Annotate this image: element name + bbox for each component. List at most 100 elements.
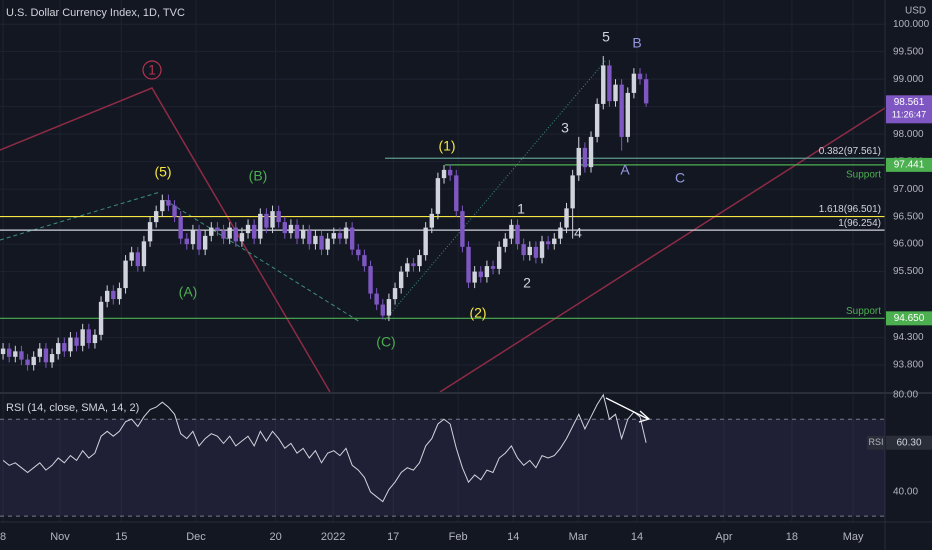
candle-body [209,227,214,236]
candle-body [607,65,612,102]
candle-body [368,266,373,294]
wave-label: 1 [148,62,156,78]
candle-body [74,337,79,346]
candle-body [166,200,171,206]
y-tick-label: 99.000 [893,74,924,85]
y-tick-label: 96.500 [893,211,924,222]
candle-body [601,65,606,104]
x-tick-label: 8 [0,531,6,543]
rsi-pane [0,393,885,517]
candle-body [37,348,43,357]
axes: 100.00099.50099.00098.50098.00097.50097.… [0,19,932,543]
candle-body [576,147,581,176]
chart-title: U.S. Dollar Currency Index, 1D, TVC [6,7,185,19]
divergence-arrow [605,397,649,420]
rsi-band-fill [0,419,885,517]
candle-body [386,299,392,316]
candle-body [447,169,453,176]
last-price-tag [886,95,932,124]
candle-body [539,241,545,258]
wave-label: 5 [602,29,610,45]
candle-body [478,271,483,278]
candle-body [307,230,312,245]
rsi-name-tag [867,435,885,450]
y-tick-label: 99.500 [893,46,924,57]
level-label: Support [846,306,881,317]
circle-marker [142,60,162,80]
wave-label: 3 [561,120,569,136]
candle-body [104,290,110,302]
rsi-tick-label: 80.00 [893,390,918,401]
wave-label: (A) [179,284,198,300]
candle-body [215,227,220,231]
x-tick-label: Mar [569,531,588,543]
currency-label: USD [905,6,926,17]
price-tag [886,311,932,326]
candle-body [86,329,92,344]
x-tick-label: May [843,531,864,543]
wave-label: 4 [574,225,582,241]
candle-body [460,211,465,247]
candle-body [423,227,428,256]
candle-body [454,175,459,212]
candle-body [552,238,557,245]
x-tick-label: 2022 [321,531,345,543]
candle-body [123,260,128,289]
candle-body [515,224,520,245]
rsi-tick-label: 40.00 [893,487,918,498]
x-tick-label: 20 [269,531,281,543]
candle-body [588,136,594,168]
candle-body [0,348,6,355]
candle-body [343,227,349,239]
candle-body [147,222,153,242]
price-tag [886,157,932,172]
price-tag-label: 94.650 [894,313,925,324]
x-tick-label: Feb [449,531,468,543]
candle-body [625,92,630,137]
x-tick-label: 15 [115,531,127,543]
channel-line [164,199,361,323]
candle-body [558,227,563,239]
candle-body [264,213,269,228]
candle-body [411,263,416,267]
candle-body [190,230,196,245]
x-tick-label: 14 [631,531,643,543]
candle-body [111,290,116,300]
candle-body [582,147,588,168]
candle-body [570,175,575,209]
y-tick-label: 93.800 [893,360,924,371]
candle-body [153,211,159,223]
candle-body [239,233,245,242]
candle-body [533,246,539,258]
candle-body [19,351,24,360]
candle-body [466,246,471,283]
rsi-line [2,393,647,503]
candle-body [503,238,508,247]
candle-body [68,337,73,352]
candle-body [527,246,532,256]
candle-body [98,301,104,335]
candle-body [472,271,477,283]
y-tick-label: 96.000 [893,239,924,250]
trend-line [0,87,331,393]
candle-body [435,178,441,214]
candle-body [227,227,232,239]
wave-label: (C) [376,334,395,350]
wave-label: A [620,162,630,178]
candle-body [613,84,618,102]
candle-body [417,255,422,267]
candle-body [80,329,85,346]
candle-body [484,266,490,278]
candle-body [545,241,551,245]
wave-label: 2 [523,275,531,291]
last-price-label: 98.561 [894,97,925,108]
candle-body [631,73,637,93]
x-tick-label: Dec [186,531,206,543]
candle-body [43,348,49,363]
candle-body [276,211,281,223]
trend-line [439,107,886,393]
candle-body [300,230,306,239]
candle-body [129,252,134,261]
y-tick-label: 98.000 [893,129,924,140]
